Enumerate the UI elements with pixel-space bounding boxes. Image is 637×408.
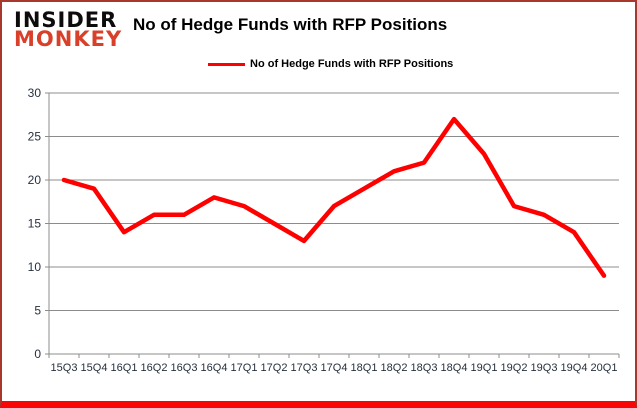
legend: No of Hedge Funds with RFP Positions (208, 58, 453, 70)
y-tick-label: 20 (28, 173, 42, 187)
x-tick-label: 19Q4 (561, 362, 588, 374)
x-tick-label: 16Q3 (171, 362, 198, 374)
logo-line-monkey: MONKEY (14, 27, 123, 52)
series-line (61, 116, 607, 278)
x-tick-label: 18Q1 (351, 362, 378, 374)
x-tick-label: 17Q1 (231, 362, 258, 374)
x-tick-label: 17Q2 (261, 362, 288, 374)
x-tick-label: 19Q1 (471, 362, 498, 374)
x-tick-label: 19Q2 (501, 362, 528, 374)
y-tick-label: 10 (28, 260, 42, 274)
legend-label: No of Hedge Funds with RFP Positions (250, 58, 454, 70)
y-tick-label: 5 (34, 304, 41, 318)
y-tick-label: 30 (28, 86, 42, 100)
chart-title: No of Hedge Funds with RFP Positions (133, 15, 448, 34)
insider-monkey-logo: INSIDER MONKEY (14, 8, 123, 52)
x-tick-label: 17Q3 (291, 362, 318, 374)
x-tick-label: 18Q4 (441, 362, 468, 374)
x-tick-label: 20Q1 (591, 362, 618, 374)
x-tick-label: 15Q4 (81, 362, 108, 374)
x-tick-label: 16Q4 (201, 362, 228, 374)
x-tick-label: 16Q1 (111, 362, 138, 374)
legend-line-swatch (208, 62, 245, 66)
x-tick-label: 15Q3 (51, 362, 78, 374)
y-tick-label: 25 (28, 130, 42, 144)
y-tick-label: 0 (34, 347, 41, 361)
x-tick-label: 19Q3 (531, 362, 558, 374)
x-tick-label: 16Q2 (141, 362, 168, 374)
x-tick-label: 18Q3 (411, 362, 438, 374)
x-tick-label: 18Q2 (381, 362, 408, 374)
y-tick-label: 15 (28, 217, 42, 231)
logo-line-insider: INSIDER (14, 8, 118, 32)
x-tick-label: 17Q4 (321, 362, 348, 374)
